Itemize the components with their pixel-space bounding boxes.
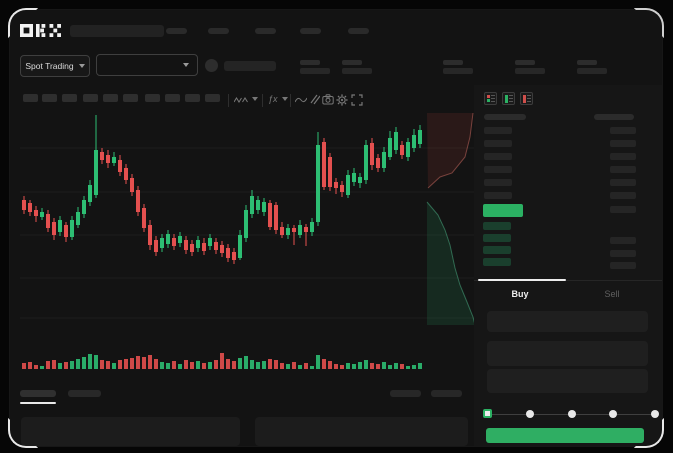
indicators-fx-icon[interactable]: ƒx	[268, 94, 278, 104]
stat-value-placeholder	[515, 68, 545, 74]
trade-tabs-divider	[474, 280, 662, 281]
tab-sell[interactable]: Sell	[604, 289, 620, 299]
bottom-tab-underline	[20, 402, 56, 404]
bid-row-amount-placeholder[interactable]	[610, 262, 636, 269]
pair-name-placeholder	[224, 61, 276, 71]
timeframe-button-placeholder[interactable]	[23, 94, 38, 102]
ask-row-amount-placeholder[interactable]	[610, 179, 636, 186]
orders-table-placeholder	[255, 417, 468, 446]
stat-label-placeholder	[300, 60, 320, 65]
timeframe-button-placeholder[interactable]	[103, 94, 118, 102]
bid-row-amount-placeholder[interactable]	[610, 250, 636, 257]
bottom-tab[interactable]	[68, 390, 101, 397]
bottom-tab-active[interactable]	[20, 390, 56, 397]
app-window: Spot Trading ƒx	[10, 10, 662, 446]
stat-value-placeholder	[300, 68, 330, 74]
timeframe-button-placeholder[interactable]	[185, 94, 200, 102]
buy-tab-underline	[478, 279, 566, 281]
volume-chart[interactable]	[20, 336, 425, 370]
ask-row-price-placeholder[interactable]	[484, 140, 512, 147]
okx-logo[interactable]	[20, 24, 64, 38]
ask-row-price-placeholder[interactable]	[484, 192, 512, 199]
timeframe-button-placeholder[interactable]	[205, 94, 220, 102]
bid-row-price-placeholder[interactable]	[483, 234, 511, 242]
nav-item-placeholder[interactable]	[208, 28, 229, 34]
toolbar-divider	[262, 94, 263, 107]
timeframe-button-placeholder[interactable]	[62, 94, 77, 102]
ask-row-amount-placeholder[interactable]	[610, 192, 636, 199]
bottom-action-button[interactable]	[390, 390, 421, 397]
stat-value-placeholder	[443, 68, 473, 74]
nav-item-placeholder[interactable]	[255, 28, 276, 34]
ask-row-amount-placeholder[interactable]	[610, 127, 636, 134]
ask-row-price-placeholder[interactable]	[484, 166, 512, 173]
fullscreen-icon[interactable]	[351, 94, 363, 106]
stat-value-placeholder	[342, 68, 372, 74]
slider-stop[interactable]	[567, 410, 576, 418]
slider-handle[interactable]	[483, 409, 492, 418]
bid-row-price-placeholder[interactable]	[483, 222, 511, 230]
line-style-icon[interactable]	[234, 96, 248, 104]
pair-selector[interactable]	[96, 54, 198, 76]
candlestick-chart[interactable]	[20, 110, 478, 338]
draw-tools-icon[interactable]	[309, 94, 320, 105]
stat-value-placeholder	[577, 68, 607, 74]
timeframe-button-placeholder[interactable]	[123, 94, 138, 102]
nav-item-placeholder[interactable]	[348, 28, 369, 34]
bid-row-amount-placeholder[interactable]	[610, 237, 636, 244]
ask-row-amount-placeholder[interactable]	[610, 153, 636, 160]
chevron-down-icon[interactable]	[252, 97, 258, 101]
slider-stop[interactable]	[525, 410, 534, 418]
buy-submit-button[interactable]	[486, 428, 644, 443]
price-input-placeholder[interactable]	[487, 311, 648, 332]
ask-row-price-placeholder[interactable]	[484, 127, 512, 134]
slider-stop[interactable]	[651, 410, 659, 418]
pair-avatar	[205, 59, 218, 72]
bottom-action-button[interactable]	[431, 390, 462, 397]
camera-icon[interactable]	[322, 94, 334, 105]
bid-row-price-placeholder[interactable]	[483, 258, 511, 266]
toolbar-divider	[228, 94, 229, 107]
ask-row-amount-placeholder[interactable]	[610, 140, 636, 147]
orderbook-combined-icon[interactable]	[484, 92, 497, 105]
orderbook-price-header-placeholder	[484, 114, 526, 120]
toolbar-divider	[290, 94, 291, 107]
settings-gear-icon[interactable]	[336, 94, 348, 106]
orderbook-amount-header-placeholder	[594, 114, 634, 120]
stat-label-placeholder	[443, 60, 463, 65]
stat-label-placeholder	[577, 60, 597, 65]
tab-buy[interactable]: Buy	[511, 289, 529, 299]
timeframe-button-placeholder[interactable]	[42, 94, 57, 102]
last-price-bar[interactable]	[483, 204, 523, 217]
amount-input-placeholder[interactable]	[487, 341, 648, 366]
nav-item-placeholder[interactable]	[300, 28, 321, 34]
chevron-down-icon	[183, 63, 189, 67]
market-type-selector[interactable]: Spot Trading	[20, 55, 90, 77]
chevron-down-icon	[78, 64, 85, 68]
amount-slider[interactable]	[474, 404, 662, 424]
orderbook-asks-icon[interactable]	[520, 92, 533, 105]
total-input-placeholder[interactable]	[487, 369, 648, 393]
chevron-down-icon[interactable]	[282, 97, 288, 101]
orderbook-bids-icon[interactable]	[502, 92, 515, 105]
ask-row-price-placeholder[interactable]	[484, 153, 512, 160]
market-type-label: Spot Trading	[25, 61, 74, 71]
stat-label-placeholder	[515, 60, 535, 65]
timeframe-button-placeholder[interactable]	[145, 94, 160, 102]
search-bar-placeholder[interactable]	[70, 25, 164, 37]
curve-icon[interactable]	[295, 96, 307, 104]
slider-stop[interactable]	[609, 410, 618, 418]
ask-row-price-placeholder[interactable]	[484, 179, 512, 186]
stat-label-placeholder	[342, 60, 362, 65]
timeframe-button-placeholder[interactable]	[83, 94, 98, 102]
orderbook-right-placeholder	[610, 206, 636, 213]
nav-item-placeholder[interactable]	[166, 28, 187, 34]
timeframe-button-placeholder[interactable]	[165, 94, 180, 102]
ask-row-amount-placeholder[interactable]	[610, 166, 636, 173]
orders-table-placeholder	[21, 417, 240, 446]
bid-row-price-placeholder[interactable]	[483, 246, 511, 254]
